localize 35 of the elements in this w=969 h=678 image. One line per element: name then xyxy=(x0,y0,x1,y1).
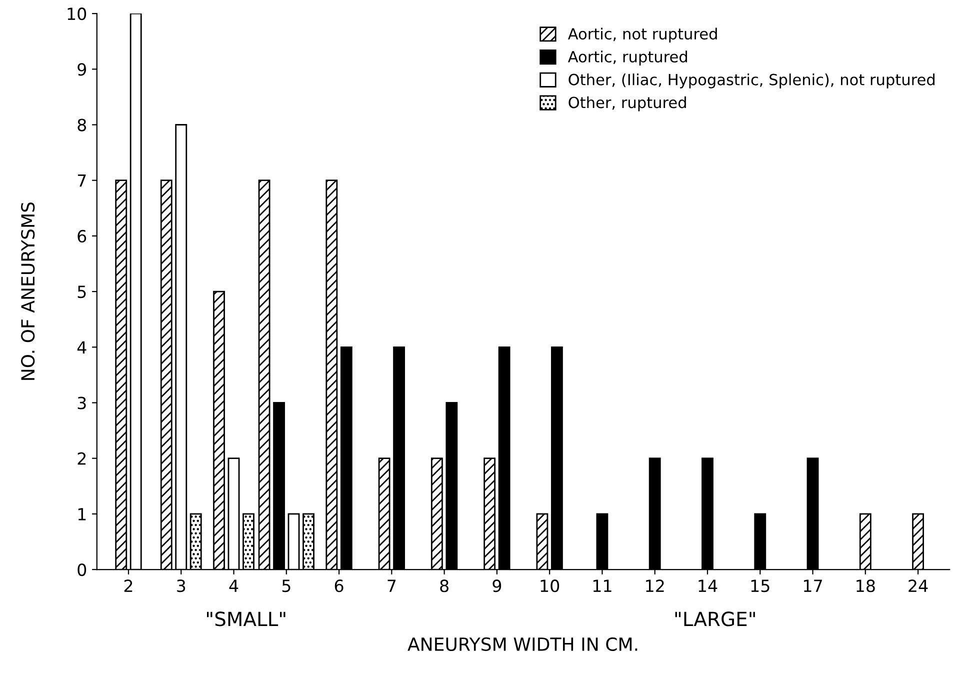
text: "LARGE" xyxy=(675,612,755,626)
y-tick-label: 2 xyxy=(78,452,86,465)
y-tick-label: 5 xyxy=(78,286,86,298)
x-tick-label: 3 xyxy=(177,580,186,592)
legend-label: Other, (Iliac, Hypogastric, Splenic), not ruptured xyxy=(568,74,934,88)
x-tick-label: 4 xyxy=(229,580,238,592)
x-tick-label: 11 xyxy=(593,580,612,592)
x-tick-label: 7 xyxy=(388,580,396,592)
x-tick-label: 14 xyxy=(698,580,718,592)
y-tick-label: 6 xyxy=(78,230,86,243)
legend-label: Aortic, ruptured xyxy=(568,50,687,66)
legend-label: Aortic, not ruptured xyxy=(568,28,717,43)
y-axis-title: NO. OF ANEURYSMS xyxy=(21,202,35,380)
x-tick-label: 15 xyxy=(751,580,770,592)
y-tick-label: 3 xyxy=(78,396,86,410)
y-tick-label: 4 xyxy=(77,341,86,354)
x-tick-label: 12 xyxy=(646,580,664,592)
y-tick-label: 7 xyxy=(78,174,86,187)
y-tick-label: 10 xyxy=(68,8,86,20)
x-axis-title: ANEURYSM WIDTH IN CM. xyxy=(408,637,638,652)
x-tick-label: 6 xyxy=(334,580,344,592)
x-tick-label: 10 xyxy=(540,580,560,592)
x-tick-label: 17 xyxy=(804,580,822,592)
x-tick-label: 9 xyxy=(492,580,502,592)
x-tick-label: 24 xyxy=(908,580,928,592)
y-tick-label: 1 xyxy=(78,508,86,520)
x-tick-label: 5 xyxy=(282,580,290,592)
y-tick-label: 0 xyxy=(78,563,86,576)
x-tick-label: 2 xyxy=(124,580,132,592)
text: "SMALL" xyxy=(207,612,286,626)
legend-label: Other, ruptured xyxy=(568,96,686,112)
y-tick-label: 9 xyxy=(78,63,86,76)
x-tick-label: 8 xyxy=(440,580,448,592)
y-tick-label: 8 xyxy=(78,118,86,132)
x-tick-label: 18 xyxy=(856,580,875,592)
